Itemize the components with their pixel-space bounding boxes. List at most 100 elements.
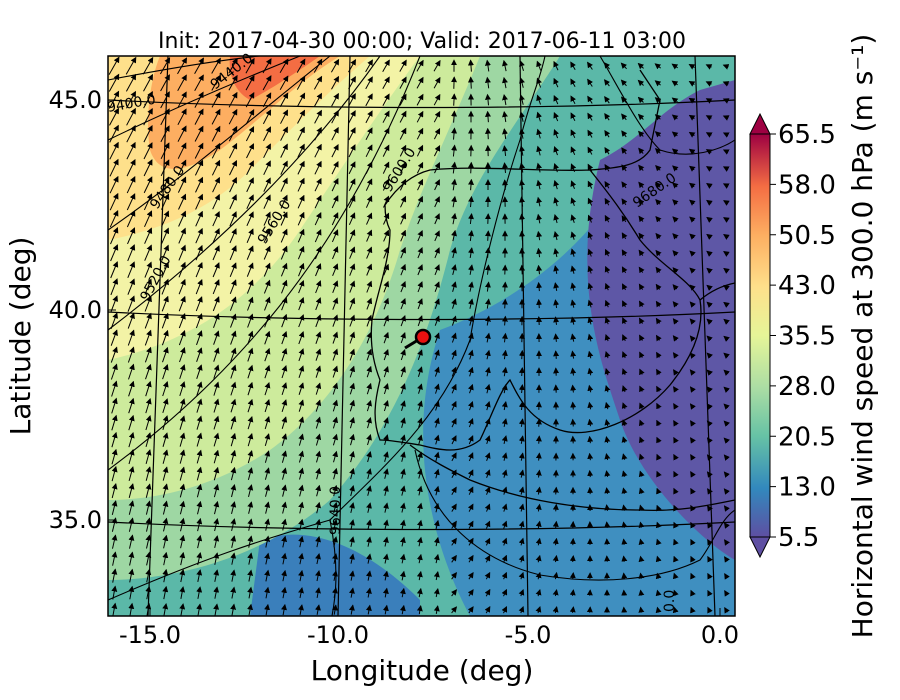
wind-arrow [348, 127, 356, 141]
wind-arrow [332, 331, 339, 344]
wind-arrow [160, 159, 170, 177]
wind-arrow [144, 244, 153, 261]
wind-arrow [383, 468, 389, 479]
wind-arrow [706, 250, 713, 257]
wind-arrow [143, 176, 153, 194]
wind-arrow [179, 398, 186, 413]
wind-arrow [417, 366, 423, 377]
wind-arrow [230, 381, 237, 396]
wind-arrow [162, 483, 169, 498]
wind-arrow [145, 500, 152, 515]
wind-arrow [723, 267, 730, 274]
wind-arrow [535, 503, 542, 512]
wind-arrow [639, 317, 645, 325]
wind-arrow [143, 91, 153, 109]
wind-arrow [178, 261, 186, 278]
wind-arrow [604, 316, 611, 325]
wind-arrow [160, 108, 170, 126]
wind-arrow [451, 452, 457, 462]
wind-arrow [587, 350, 594, 359]
wind-arrow [570, 418, 577, 427]
wind-arrow [722, 149, 730, 155]
wind-arrow [246, 211, 254, 227]
wind-arrow [536, 281, 543, 292]
wind-arrow [315, 535, 321, 548]
wind-arrow [637, 62, 645, 70]
wind-arrow [281, 552, 288, 565]
x-tick-label: 0.0 [701, 621, 739, 649]
wind-arrow [604, 504, 611, 511]
wind-arrow [587, 401, 594, 410]
wind-arrow [722, 115, 730, 121]
wind-arrow [247, 518, 254, 531]
wind-arrow [245, 75, 255, 91]
wind-arrow [281, 535, 288, 548]
wind-arrow [160, 176, 170, 193]
wind-arrow [399, 127, 407, 140]
wind-arrow [145, 534, 152, 549]
wind-arrow [706, 199, 713, 206]
wind-arrow [519, 94, 525, 105]
wind-arrow [230, 501, 237, 515]
wind-arrow [279, 58, 289, 74]
wind-arrow [126, 124, 136, 143]
wind-arrow [144, 346, 152, 363]
wind-arrow [110, 346, 118, 363]
wind-arrow [672, 165, 679, 172]
wind-arrow [366, 485, 372, 496]
wind-arrow [706, 403, 713, 410]
wind-arrow [433, 536, 440, 547]
wind-arrow [400, 349, 406, 361]
wind-arrow [298, 348, 305, 362]
wind-arrow [196, 330, 203, 346]
wind-arrow [484, 400, 491, 411]
wind-arrow [264, 364, 271, 379]
wind-arrow [552, 554, 559, 563]
wind-arrow [570, 384, 577, 393]
wind-arrow [230, 398, 237, 413]
wind-arrow [467, 59, 474, 72]
wind-arrow [196, 432, 203, 447]
wind-arrow [622, 317, 628, 325]
wind-arrow [246, 194, 254, 210]
wind-arrow [519, 162, 526, 173]
wind-arrow [434, 349, 440, 360]
wind-band-red [229, 56, 320, 100]
wind-arrow [518, 452, 525, 461]
wind-arrow [196, 381, 203, 396]
wind-arrow [723, 437, 730, 444]
wind-arrow [706, 267, 713, 274]
wind-arrow [706, 437, 713, 444]
wind-arrow [128, 363, 135, 380]
wind-arrow [673, 470, 679, 478]
wind-arrow [145, 483, 152, 498]
wind-arrow [177, 91, 187, 109]
wind-arrow [434, 332, 440, 343]
wind-arrow [621, 538, 628, 545]
wind-arrow [451, 486, 457, 495]
wind-arrow [365, 93, 373, 107]
wind-arrow [553, 350, 560, 359]
wind-arrow [298, 382, 305, 395]
wind-arrow [194, 125, 204, 142]
wind-arrow [467, 486, 474, 495]
wind-arrow [127, 346, 135, 363]
wind-arrow [298, 467, 305, 480]
wind-arrow [723, 352, 730, 359]
wind-arrow [416, 110, 424, 123]
wind-arrow [604, 197, 611, 206]
wind-arrow [348, 59, 356, 73]
wind-arrow [349, 246, 356, 259]
wind-arrow [297, 245, 305, 260]
wind-arrow [366, 348, 373, 361]
wind-arrow [552, 486, 559, 495]
wind-arrow [365, 144, 373, 158]
wind-arrow [110, 312, 118, 329]
wind-arrow [230, 347, 237, 362]
wind-arrow [247, 330, 254, 345]
wind-arrow [196, 364, 203, 379]
wind-arrow [705, 149, 713, 155]
wind-arrow [298, 314, 305, 328]
wind-arrow [434, 400, 440, 411]
wind-arrow [126, 175, 136, 194]
